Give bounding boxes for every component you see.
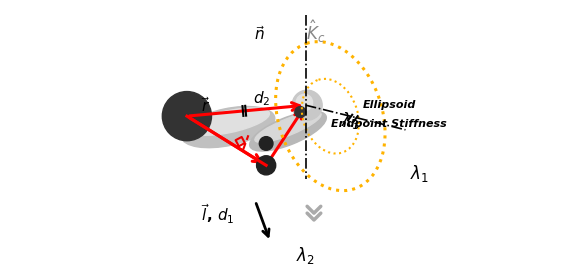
Circle shape <box>296 94 313 111</box>
Circle shape <box>162 92 211 141</box>
Text: $\lambda_2$: $\lambda_2$ <box>296 245 315 266</box>
Text: $\lambda_1$: $\lambda_1$ <box>410 163 429 184</box>
Text: $\hat{K}_c$: $\hat{K}_c$ <box>306 18 325 45</box>
Ellipse shape <box>255 112 321 142</box>
Text: $\vec{r}$: $\vec{r}$ <box>202 96 211 115</box>
Circle shape <box>256 156 276 175</box>
Circle shape <box>295 107 306 118</box>
Text: Endpoint Stiffness: Endpoint Stiffness <box>331 119 447 129</box>
Ellipse shape <box>189 108 270 135</box>
Circle shape <box>259 137 273 150</box>
Text: $\vec{n}$: $\vec{n}$ <box>253 25 265 43</box>
Circle shape <box>292 90 322 120</box>
Text: $\vec{l}$, $d_1$: $\vec{l}$, $d_1$ <box>202 203 235 226</box>
Text: Ellipsoid: Ellipsoid <box>362 100 416 110</box>
Ellipse shape <box>249 111 327 151</box>
Text: $\lambda_3$: $\lambda_3$ <box>341 110 361 131</box>
Ellipse shape <box>181 107 275 148</box>
Text: $d_2$: $d_2$ <box>253 89 271 108</box>
